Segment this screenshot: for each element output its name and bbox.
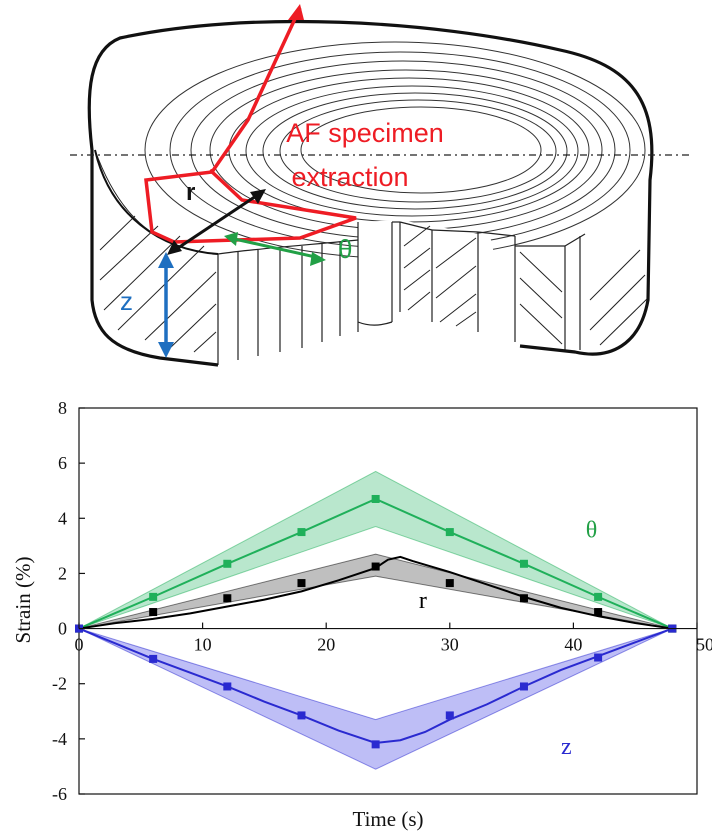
point-r — [223, 594, 232, 603]
theta-arrow-head-right — [310, 252, 326, 266]
point-theta — [223, 559, 232, 568]
label-theta: θ — [338, 234, 352, 264]
right-hatch — [403, 225, 649, 346]
point-r — [519, 594, 528, 603]
axes: 0 10 20 30 40 50 -6 -4 -2 0 2 4 6 8 — [52, 398, 712, 804]
z-arrow-head-top — [158, 252, 174, 268]
series-label-z: z — [561, 734, 572, 760]
point-z — [594, 653, 603, 662]
disc-diagram: AF specimen extraction r θ z — [70, 4, 690, 367]
series-annotations: θ r z — [419, 518, 597, 760]
point-r — [371, 562, 380, 571]
x-tick-label: 40 — [564, 635, 582, 655]
point-z — [445, 711, 454, 720]
confidence-bands — [78, 470, 673, 770]
series-label-r: r — [419, 588, 427, 614]
label-r: r — [186, 179, 195, 206]
series-lines — [78, 497, 673, 745]
y-tick-label: -4 — [52, 729, 67, 749]
diagram-title-line2: extraction — [291, 162, 408, 192]
x-tick-label: 30 — [441, 635, 459, 655]
disc-inner-edge — [94, 149, 219, 255]
extraction-path — [144, 7, 357, 244]
theta-axis-arrow — [229, 236, 321, 260]
x-tick-label: 10 — [194, 635, 212, 655]
x-tick-label: 50 — [696, 635, 712, 655]
extraction-arrow-head — [288, 4, 304, 20]
y-tick-label: 2 — [58, 563, 67, 583]
line-z — [78, 627, 673, 745]
y-tick-label: -2 — [52, 674, 67, 694]
point-r — [297, 579, 306, 588]
y-tick-label: 4 — [58, 508, 67, 528]
x-tick-label: 0 — [75, 635, 84, 655]
theta-arrow-head-left — [224, 232, 238, 246]
strain-chart: 0 10 20 30 40 50 -6 -4 -2 0 2 4 6 8 θ r z Time (s) Stra… — [11, 398, 712, 831]
point-r — [594, 608, 603, 617]
point-z — [371, 740, 380, 749]
front-wall — [217, 221, 586, 365]
point-r — [445, 579, 454, 588]
plot-frame — [78, 407, 698, 795]
series-label-theta: θ — [586, 518, 598, 544]
point-theta — [371, 494, 380, 503]
disc-outline — [87, 19, 654, 367]
point-theta — [297, 528, 306, 537]
point-r — [149, 608, 158, 617]
y-tick-label: 6 — [58, 453, 67, 473]
x-tick-label: 20 — [317, 635, 335, 655]
label-z: z — [120, 286, 133, 316]
y-tick-label: 0 — [58, 619, 67, 639]
point-theta — [594, 592, 603, 601]
point-theta — [445, 528, 454, 537]
y-tick-label: 8 — [58, 398, 67, 418]
r-arrow-head-out — [250, 189, 266, 204]
x-axis-label: Time (s) — [353, 807, 424, 831]
r-arrow-head-in — [167, 240, 182, 255]
point-theta — [519, 559, 528, 568]
lamellae-rings — [144, 41, 646, 259]
point-z — [223, 682, 232, 691]
point-theta — [149, 592, 158, 601]
point-z — [149, 654, 158, 663]
line-r — [78, 555, 673, 630]
point-z — [297, 711, 306, 720]
series-markers — [75, 494, 677, 749]
diagram-title-line1: AF specimen — [286, 118, 444, 148]
y-tick-label: -6 — [52, 784, 67, 804]
y-axis-label: Strain (%) — [11, 557, 35, 644]
point-z — [519, 682, 528, 691]
r-axis-arrow — [171, 190, 263, 254]
z-arrow-head-bottom — [158, 342, 174, 358]
